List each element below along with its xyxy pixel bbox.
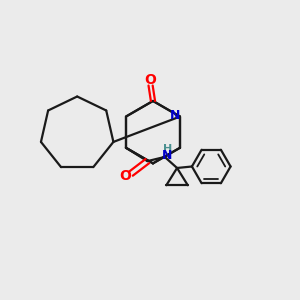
Text: O: O [145, 73, 157, 87]
Text: N: N [162, 149, 172, 162]
Text: O: O [120, 169, 132, 183]
Text: H: H [163, 144, 172, 154]
Text: N: N [169, 109, 180, 122]
